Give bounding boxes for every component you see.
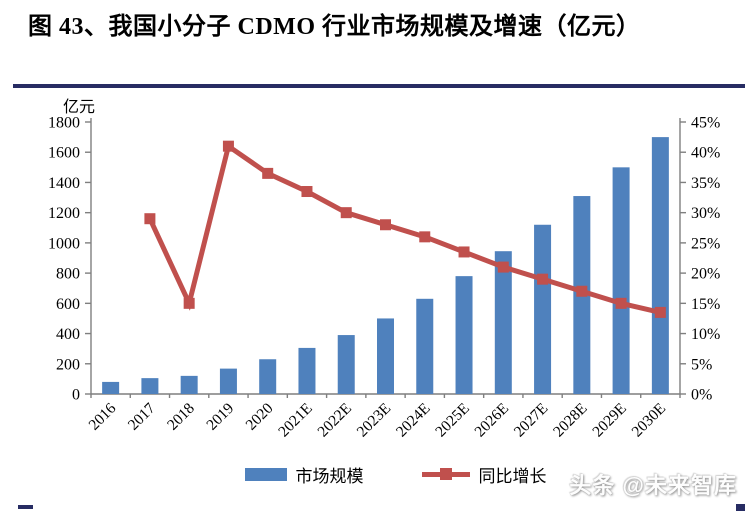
svg-text:1800: 1800 <box>48 115 80 132</box>
figure-title: 图 43、我国小分子 CDMO 行业市场规模及增速（亿元） <box>28 14 641 40</box>
bar-series-swatch <box>244 467 287 481</box>
svg-text:2027E: 2027E <box>511 400 552 441</box>
svg-text:2029E: 2029E <box>589 400 630 441</box>
svg-text:2017: 2017 <box>125 400 159 434</box>
svg-text:1200: 1200 <box>48 205 80 222</box>
svg-text:5%: 5% <box>691 356 712 373</box>
svg-text:10%: 10% <box>691 326 720 343</box>
svg-text:35%: 35% <box>691 175 720 192</box>
legend-label-growth: 同比增长 <box>478 466 547 486</box>
svg-text:0: 0 <box>72 387 80 404</box>
line-series-swatch <box>421 467 470 480</box>
svg-text:2018: 2018 <box>164 400 198 434</box>
svg-text:1000: 1000 <box>48 235 80 252</box>
watermark-text: 头条 @未来智库 <box>569 473 737 498</box>
title-divider-rule <box>13 84 745 88</box>
svg-text:亿元: 亿元 <box>63 98 95 116</box>
bottom-rule-left-dash <box>18 505 33 509</box>
svg-text:2016: 2016 <box>86 400 120 434</box>
chart-legend: 市场规模 同比增长 <box>0 461 745 487</box>
svg-text:200: 200 <box>56 356 80 373</box>
svg-text:800: 800 <box>56 266 80 283</box>
svg-text:25%: 25% <box>691 235 720 252</box>
svg-text:2020: 2020 <box>243 400 277 434</box>
svg-text:2030E: 2030E <box>629 400 670 441</box>
legend-label-market-size: 市场规模 <box>295 466 364 486</box>
svg-text:20%: 20% <box>691 266 720 283</box>
svg-text:2024E: 2024E <box>393 400 434 441</box>
svg-text:2019: 2019 <box>203 400 237 434</box>
svg-text:15%: 15% <box>691 296 720 313</box>
svg-text:40%: 40% <box>691 145 720 162</box>
svg-text:0%: 0% <box>691 387 712 404</box>
svg-text:1400: 1400 <box>48 175 80 192</box>
svg-text:2026E: 2026E <box>471 400 512 441</box>
svg-text:400: 400 <box>56 326 80 343</box>
svg-text:2021E: 2021E <box>275 400 316 441</box>
svg-text:2025E: 2025E <box>432 400 473 441</box>
bottom-rule-right-dash <box>736 504 745 511</box>
svg-text:1600: 1600 <box>48 145 80 162</box>
legend-item-market-size: 市场规模 <box>244 462 364 487</box>
svg-text:2022E: 2022E <box>314 400 355 441</box>
svg-text:45%: 45% <box>691 115 720 132</box>
svg-text:2023E: 2023E <box>354 400 395 441</box>
legend-item-growth: 同比增长 <box>421 462 547 487</box>
svg-text:30%: 30% <box>691 205 720 222</box>
svg-text:2028E: 2028E <box>550 400 591 441</box>
svg-text:600: 600 <box>56 296 80 313</box>
